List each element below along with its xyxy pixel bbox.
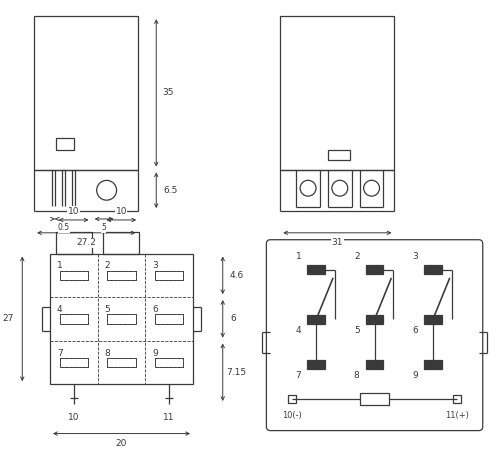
- Bar: [360, 393, 390, 405]
- Bar: [280, 16, 394, 170]
- Bar: [453, 395, 461, 403]
- Circle shape: [314, 317, 318, 322]
- Bar: [308, 266, 325, 274]
- Text: 3: 3: [152, 261, 158, 270]
- Text: 1: 1: [296, 252, 301, 261]
- Text: 9: 9: [412, 371, 418, 380]
- Text: 4.6: 4.6: [230, 271, 244, 280]
- Text: 10: 10: [116, 207, 127, 216]
- Text: 5: 5: [104, 305, 110, 314]
- Text: 3: 3: [412, 252, 418, 261]
- Text: 2: 2: [354, 252, 360, 261]
- Text: 27: 27: [2, 315, 14, 324]
- Bar: [155, 270, 184, 280]
- Text: 31: 31: [332, 238, 343, 247]
- Text: 5: 5: [354, 326, 360, 335]
- Text: 1: 1: [57, 261, 63, 270]
- Bar: [366, 360, 384, 369]
- Bar: [424, 315, 442, 324]
- Bar: [424, 266, 442, 274]
- Text: 6.5: 6.5: [163, 186, 178, 195]
- Text: 6: 6: [412, 326, 418, 335]
- Text: 7.15: 7.15: [226, 368, 246, 377]
- Bar: [56, 232, 92, 253]
- Text: 8: 8: [104, 348, 110, 357]
- Bar: [60, 358, 88, 367]
- Text: 27.2: 27.2: [76, 238, 96, 247]
- Text: 0.5: 0.5: [58, 223, 70, 232]
- Bar: [424, 360, 442, 369]
- Text: 2: 2: [104, 261, 110, 270]
- Text: 10: 10: [68, 207, 80, 216]
- Text: 6: 6: [152, 305, 158, 314]
- Bar: [107, 314, 136, 324]
- Text: 9: 9: [152, 348, 158, 357]
- Text: 7: 7: [296, 371, 301, 380]
- Bar: [107, 358, 136, 367]
- Bar: [56, 138, 74, 150]
- Bar: [155, 314, 184, 324]
- Text: 5: 5: [101, 223, 106, 232]
- Text: 4: 4: [296, 326, 301, 335]
- Bar: [155, 358, 184, 367]
- Bar: [60, 270, 88, 280]
- Bar: [60, 270, 88, 280]
- Bar: [366, 266, 384, 274]
- Bar: [34, 16, 138, 170]
- Bar: [107, 270, 136, 280]
- Bar: [288, 395, 296, 403]
- Bar: [366, 315, 384, 324]
- Text: 4: 4: [57, 305, 62, 314]
- Bar: [60, 314, 88, 324]
- Bar: [107, 358, 136, 367]
- Text: 6: 6: [231, 315, 236, 324]
- Bar: [107, 314, 136, 324]
- Bar: [308, 360, 325, 369]
- Bar: [104, 232, 139, 253]
- Bar: [60, 314, 88, 324]
- Text: 11(+): 11(+): [445, 411, 469, 420]
- Bar: [328, 150, 350, 160]
- Bar: [60, 358, 88, 367]
- Text: 10: 10: [68, 413, 80, 422]
- Bar: [50, 253, 193, 384]
- Circle shape: [430, 317, 436, 322]
- Text: 35: 35: [162, 88, 174, 97]
- Circle shape: [372, 317, 377, 322]
- Bar: [155, 270, 184, 280]
- Bar: [308, 315, 325, 324]
- Bar: [155, 314, 184, 324]
- Bar: [155, 358, 184, 367]
- Text: 8: 8: [354, 371, 360, 380]
- Text: 7: 7: [57, 348, 63, 357]
- Text: 20: 20: [116, 439, 127, 448]
- Text: 10(-): 10(-): [282, 411, 302, 420]
- Text: 11: 11: [164, 413, 175, 422]
- Bar: [107, 270, 136, 280]
